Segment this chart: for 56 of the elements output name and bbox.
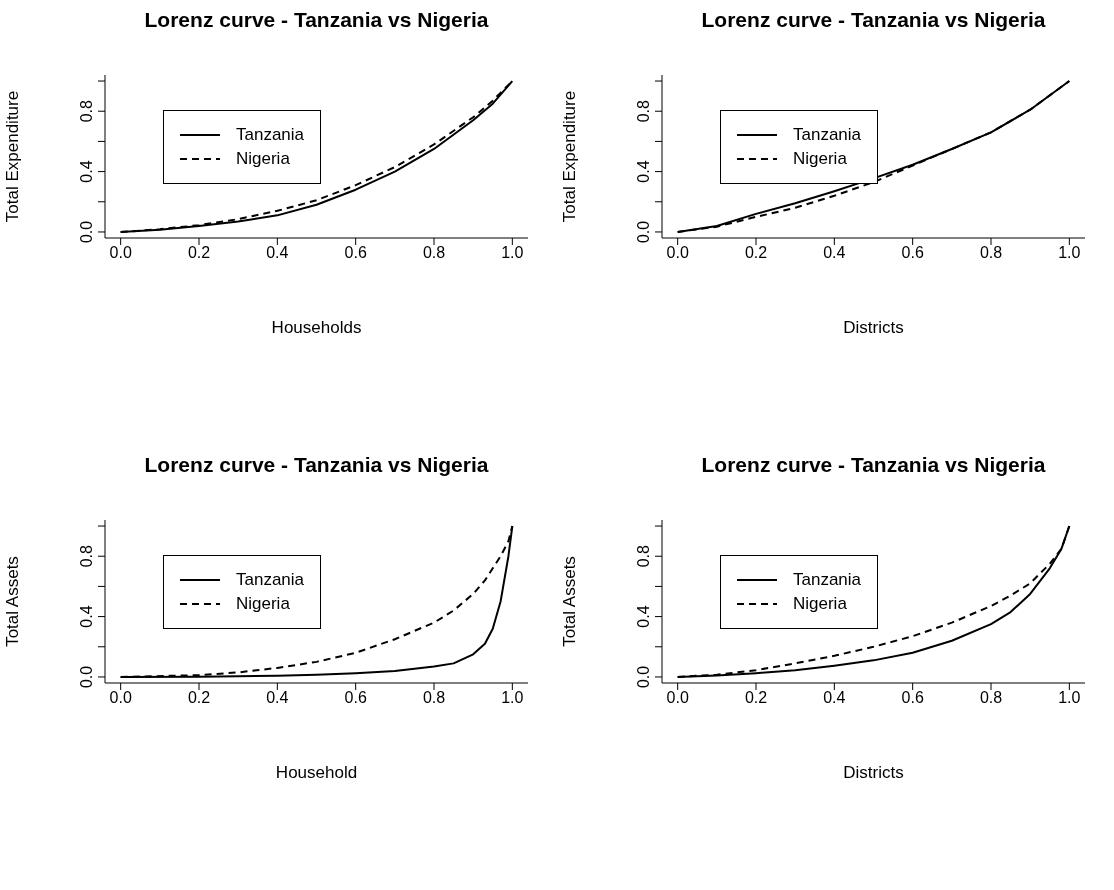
chart-title: Lorenz curve - Tanzania vs Nigeria — [143, 453, 490, 477]
x-tick-label: 0.4 — [823, 689, 846, 707]
x-tick-label: 0.0 — [109, 689, 132, 707]
y-tick-label: 0.0 — [635, 665, 652, 689]
x-tick-label: 0.6 — [344, 244, 367, 262]
x-tick-label: 0.2 — [187, 244, 211, 262]
y-tick-label: 0.8 — [78, 100, 95, 123]
chart-title: Lorenz curve - Tanzania vs Nigeria — [700, 453, 1047, 477]
x-tick-label: 0.2 — [744, 689, 768, 707]
y-tick-label: 0.4 — [635, 605, 652, 628]
y-axis-title: Total Assets — [560, 556, 580, 647]
legend-label: Nigeria — [236, 593, 290, 615]
x-tick-label: 0.8 — [422, 689, 446, 707]
y-tick-label: 0.4 — [635, 160, 652, 183]
y-tick-label: 0.8 — [635, 545, 652, 568]
y-axis-title: Total Expenditure — [3, 90, 23, 223]
legend-label: Tanzania — [236, 124, 305, 146]
x-axis-title: Districts — [843, 763, 904, 782]
x-tick-label: 1.0 — [501, 689, 524, 707]
x-tick-label: 0.4 — [266, 689, 289, 707]
x-tick-label: 0.2 — [744, 244, 768, 262]
chart-title: Lorenz curve - Tanzania vs Nigeria — [700, 8, 1047, 32]
legend-label: Tanzania — [793, 569, 862, 591]
y-tick-label: 0.0 — [78, 665, 95, 689]
x-tick-label: 0.8 — [979, 244, 1003, 262]
x-tick-label: 0.0 — [666, 689, 689, 707]
x-tick-label: 1.0 — [1058, 244, 1081, 262]
x-tick-label: 0.2 — [187, 689, 211, 707]
x-tick-label: 0.6 — [901, 689, 924, 707]
legend-label: Nigeria — [793, 593, 847, 615]
y-tick-label: 0.0 — [635, 220, 652, 244]
y-tick-label: 0.8 — [78, 545, 95, 568]
y-axis-title: Total Assets — [3, 556, 23, 647]
x-tick-label: 0.8 — [422, 244, 446, 262]
x-tick-label: 0.4 — [266, 244, 289, 262]
legend-label: Nigeria — [236, 148, 290, 170]
x-tick-label: 1.0 — [1058, 689, 1081, 707]
x-axis-title: Household — [275, 763, 358, 782]
x-tick-label: 0.0 — [666, 244, 689, 262]
x-tick-label: 0.0 — [109, 244, 132, 262]
legend-label: Tanzania — [236, 569, 305, 591]
y-tick-label: 0.4 — [78, 605, 95, 628]
chart-title: Lorenz curve - Tanzania vs Nigeria — [143, 8, 490, 32]
legend-label: Tanzania — [793, 124, 862, 146]
y-axis-title: Total Expenditure — [560, 90, 580, 223]
x-tick-label: 0.6 — [344, 689, 367, 707]
x-tick-label: 1.0 — [501, 244, 524, 262]
y-tick-label: 0.4 — [78, 160, 95, 183]
x-tick-label: 0.4 — [823, 244, 846, 262]
x-tick-label: 0.8 — [979, 689, 1003, 707]
x-tick-label: 0.6 — [901, 244, 924, 262]
x-axis-title: Districts — [843, 318, 904, 337]
x-axis-title: Households — [271, 318, 362, 337]
y-tick-label: 0.0 — [78, 220, 95, 244]
y-tick-label: 0.8 — [635, 100, 652, 123]
legend-label: Nigeria — [793, 148, 847, 170]
